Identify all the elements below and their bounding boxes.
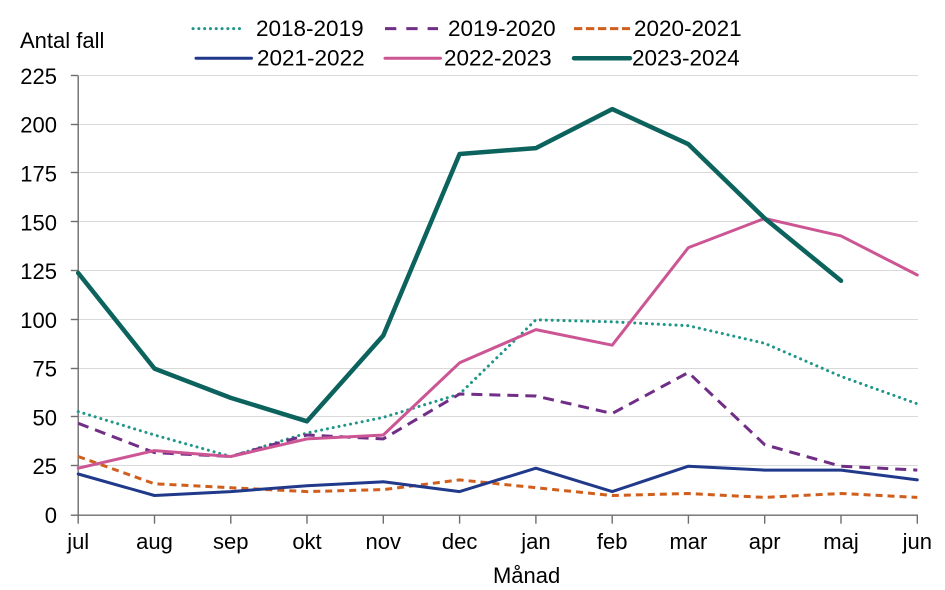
svg-text:2023-2024: 2023-2024 [632, 46, 740, 71]
svg-text:50: 50 [33, 405, 57, 430]
svg-text:apr: apr [749, 529, 781, 554]
svg-text:175: 175 [20, 162, 57, 187]
svg-text:maj: maj [823, 529, 858, 554]
svg-text:125: 125 [20, 259, 57, 284]
svg-text:2018-2019: 2018-2019 [256, 16, 364, 41]
svg-text:75: 75 [33, 357, 57, 382]
svg-text:2019-2020: 2019-2020 [448, 16, 556, 41]
svg-text:2020-2021: 2020-2021 [634, 16, 742, 41]
svg-text:0: 0 [45, 503, 57, 528]
svg-text:150: 150 [20, 210, 57, 235]
svg-text:200: 200 [20, 113, 57, 138]
svg-text:okt: okt [292, 529, 321, 554]
svg-text:feb: feb [597, 529, 628, 554]
svg-text:dec: dec [442, 529, 477, 554]
svg-text:nov: nov [366, 529, 401, 554]
svg-text:2022-2023: 2022-2023 [444, 46, 552, 71]
svg-text:225: 225 [20, 64, 57, 89]
svg-text:jan: jan [520, 529, 550, 554]
svg-text:100: 100 [20, 308, 57, 333]
svg-text:25: 25 [33, 454, 57, 479]
svg-text:jul: jul [66, 529, 89, 554]
svg-text:Antal fall: Antal fall [20, 28, 104, 53]
svg-text:Månad: Månad [493, 563, 560, 588]
svg-text:aug: aug [136, 529, 173, 554]
svg-text:jun: jun [902, 529, 932, 554]
svg-text:2021-2022: 2021-2022 [257, 46, 365, 71]
svg-text:sep: sep [213, 529, 248, 554]
svg-text:mar: mar [669, 529, 707, 554]
